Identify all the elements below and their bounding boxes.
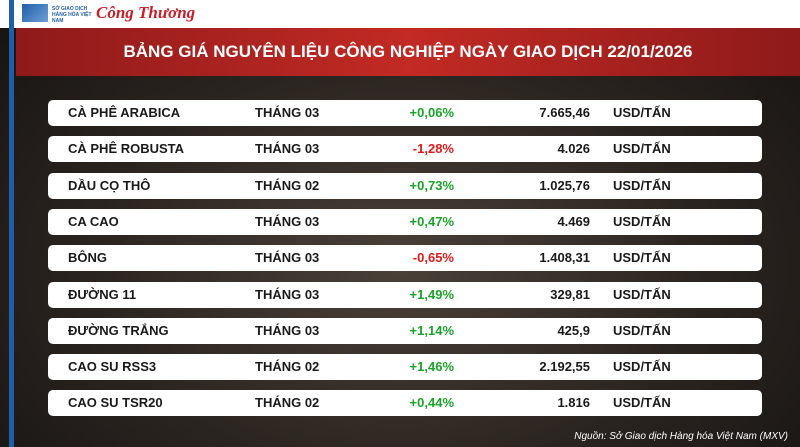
logo-text: SỞ GIAO DỊCH HÀNG HÓA VIỆT NAM: [52, 6, 92, 24]
title: BẢNG GIÁ NGUYÊN LIỆU CÔNG NGHIỆP NGÀY GI…: [123, 42, 693, 61]
title-banner: [16, 28, 800, 76]
table-row: ĐƯỜNG TRẮNG THÁNG 03 +1,14% 425,9 USD/TẤN: [48, 317, 762, 344]
table-row: CÀ PHÊ ROBUSTA THÁNG 03 -1,28% 4.026 USD/TẤN: [48, 136, 762, 163]
commodity: ĐƯỜNG TRẮNG: [68, 322, 169, 338]
unit: USD/TẤN: [613, 395, 671, 411]
table-row: CA CAO THÁNG 03 +0,47% 4.469 USD/TẤN: [48, 208, 762, 235]
month: THÁNG 03: [255, 286, 320, 302]
month: THÁNG 02: [255, 177, 320, 193]
month: THÁNG 03: [255, 105, 320, 120]
price: 329,81: [550, 286, 590, 302]
unit: USD/TẤN: [613, 250, 671, 266]
price: 7.665,46: [539, 105, 590, 120]
month: THÁNG 02: [255, 395, 320, 411]
change: -0,65%: [412, 250, 454, 266]
commodity: BÔNG: [68, 250, 107, 266]
price: 425,9: [557, 322, 590, 338]
month: THÁNG 03: [255, 213, 320, 229]
change: +1,14%: [409, 322, 454, 338]
change: +0,73%: [409, 177, 454, 193]
commodity: CAO SU TSR20: [68, 395, 163, 411]
month: THÁNG 03: [255, 250, 320, 266]
table-row: CAO SU TSR20 THÁNG 02 +0,44% 1.816 USD/TẤN: [48, 390, 762, 417]
commodity: DẦU CỌ THÔ: [68, 177, 151, 193]
price: 4.026: [557, 141, 590, 157]
change: +0,06%: [409, 105, 454, 120]
price: 1.816: [557, 395, 590, 411]
table-row: CAO SU RSS3 THÁNG 02 +1,46% 2.192,55 USD/TẤN: [48, 354, 762, 381]
side-strip: [9, 0, 14, 447]
change: -1,28%: [412, 141, 454, 157]
change: +0,47%: [409, 213, 454, 229]
commodity: ĐƯỜNG 11: [68, 286, 137, 302]
change: +1,46%: [409, 359, 454, 375]
table-row: ĐƯỜNG 11 THÁNG 03 +1,49% 329,81 USD/TẤN: [48, 281, 762, 308]
source: Nguồn: Sở Giao dịch Hàng hóa Việt Nam (M…: [574, 431, 788, 442]
commodity: CAO SU RSS3: [68, 359, 157, 375]
header-bar: [0, 0, 800, 28]
unit: USD/TẤN: [613, 213, 671, 229]
month: THÁNG 02: [255, 359, 320, 375]
month: THÁNG 03: [255, 322, 320, 338]
unit: USD/TẤN: [613, 359, 671, 375]
unit: USD/TẤN: [613, 322, 671, 338]
brand: Công Thương: [96, 3, 196, 22]
price: 2.192,55: [539, 359, 590, 375]
table-row: CÀ PHÊ ARABICA THÁNG 03 +0,06% 7.665,46 USD/…: [48, 100, 762, 126]
unit: USD/TẤN: [613, 105, 671, 120]
commodity: CÀ PHÊ ROBUSTA: [68, 141, 185, 157]
change: +1,49%: [409, 286, 454, 302]
unit: USD/TẤN: [613, 177, 671, 193]
change: +0,44%: [409, 395, 454, 411]
commodity: CÀ PHÊ ARABICA: [68, 105, 181, 120]
table-row: DẦU CỌ THÔ THÁNG 02 +0,73% 1.025,76 USD/TẤN: [48, 172, 762, 199]
table-row: BÔNG THÁNG 03 -0,65% 1.408,31 USD/TẤN: [48, 245, 762, 272]
commodity: CA CAO: [68, 213, 119, 229]
logo: [22, 4, 48, 22]
month: THÁNG 03: [255, 141, 320, 157]
unit: USD/TẤN: [613, 141, 671, 157]
price: 4.469: [557, 213, 590, 229]
price: 1.025,76: [539, 177, 590, 193]
price: 1.408,31: [539, 250, 590, 266]
unit: USD/TẤN: [613, 286, 671, 302]
